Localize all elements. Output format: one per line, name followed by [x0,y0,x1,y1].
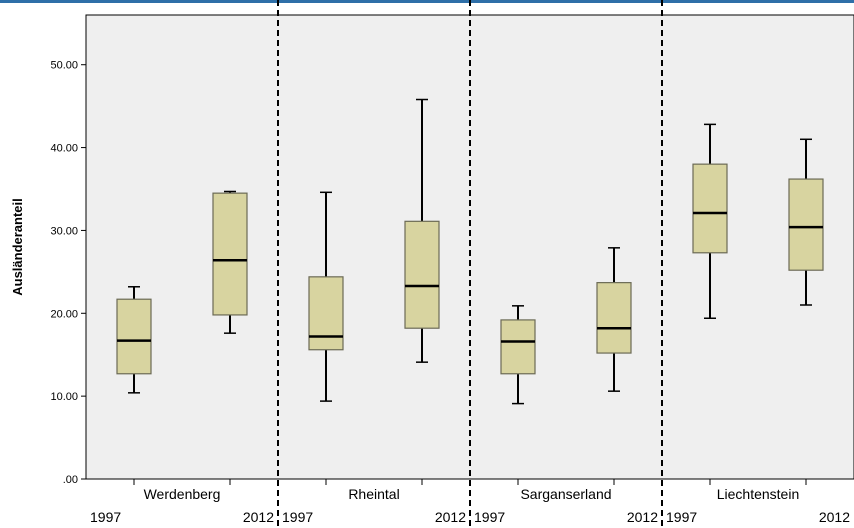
boxes [116,98,824,405]
year-label: 2012 [819,509,850,525]
y-axis-label: Ausländeranteil [10,198,25,296]
group-label: Rheintal [348,486,399,502]
year-label: 1997 [90,509,121,525]
iqr-box [116,298,152,375]
box-sarganserland-1997 [500,305,536,405]
box-werdenberg-2012 [212,190,248,334]
year-label: 2012 [243,509,274,525]
box-sarganserland-2012 [596,247,632,392]
iqr-box [500,319,536,375]
iqr-box [308,276,344,351]
year-label: 1997 [282,509,313,525]
iqr-box [212,192,248,316]
top-accent-bar [0,0,854,3]
group-separators [277,0,663,528]
y-tick-label: .00 [63,474,78,486]
box-liechtenstein-1997 [692,123,728,320]
box-liechtenstein-2012 [788,138,824,306]
y-tick-label: 40.00 [50,143,78,155]
year-label: 1997 [474,509,505,525]
iqr-box [596,282,632,354]
year-label: 2012 [435,509,466,525]
y-tick-label: 30.00 [50,225,78,237]
box-werdenberg-1997 [116,286,152,394]
iqr-box [692,163,728,254]
y-tick-label: 10.00 [50,391,78,403]
group-label: Liechtenstein [717,486,800,502]
iqr-box [404,220,440,329]
year-label: 2012 [627,509,658,525]
group-label: Sarganserland [520,486,611,502]
y-tick-label: 50.00 [50,60,78,72]
iqr-box [788,178,824,271]
year-label: 1997 [666,509,697,525]
box-rheintal-1997 [308,191,344,402]
y-axis-ticks: .00 10.00 20.00 30.00 40.00 50.00 [50,60,86,486]
x-axis-labels: 1997 2012 Werdenberg 1997 2012 Rheintal 1997 20… [90,479,850,525]
box-rheintal-2012 [404,98,440,363]
group-label: Werdenberg [144,486,221,502]
y-tick-label: 20.00 [50,308,78,320]
